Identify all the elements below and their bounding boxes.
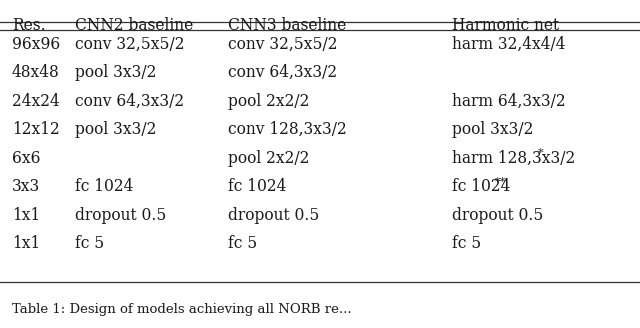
Text: Table 1: Design of models achieving all NORB re...: Table 1: Design of models achieving all … xyxy=(12,303,351,317)
Text: **: ** xyxy=(495,177,506,187)
Text: CNN2 baseline: CNN2 baseline xyxy=(75,17,193,34)
Text: fc 1024: fc 1024 xyxy=(452,178,510,195)
Text: 48x48: 48x48 xyxy=(12,64,60,81)
Text: conv 128,3x3/2: conv 128,3x3/2 xyxy=(228,121,347,138)
Text: pool 3x3/2: pool 3x3/2 xyxy=(452,121,533,138)
Text: Res.: Res. xyxy=(12,17,45,34)
Text: harm 64,3x3/2: harm 64,3x3/2 xyxy=(452,93,566,110)
Text: pool 3x3/2: pool 3x3/2 xyxy=(75,64,156,81)
Text: *: * xyxy=(538,148,543,158)
Text: Harmonic net: Harmonic net xyxy=(452,17,559,34)
Text: 3x3: 3x3 xyxy=(12,178,40,195)
Text: dropout 0.5: dropout 0.5 xyxy=(228,207,319,224)
Text: 12x12: 12x12 xyxy=(12,121,60,138)
Text: conv 64,3x3/2: conv 64,3x3/2 xyxy=(75,93,184,110)
Text: 24x24: 24x24 xyxy=(12,93,60,110)
Text: conv 32,5x5/2: conv 32,5x5/2 xyxy=(75,36,184,53)
Text: fc 5: fc 5 xyxy=(75,235,104,252)
Text: 1x1: 1x1 xyxy=(12,235,40,252)
Text: 1x1: 1x1 xyxy=(12,207,40,224)
Text: fc 5: fc 5 xyxy=(452,235,481,252)
Text: CNN3 baseline: CNN3 baseline xyxy=(228,17,346,34)
Text: pool 2x2/2: pool 2x2/2 xyxy=(228,93,309,110)
Text: harm 32,4x4/4: harm 32,4x4/4 xyxy=(452,36,566,53)
Text: dropout 0.5: dropout 0.5 xyxy=(75,207,166,224)
Text: pool 2x2/2: pool 2x2/2 xyxy=(228,150,309,167)
Text: 96x96: 96x96 xyxy=(12,36,60,53)
Text: fc 5: fc 5 xyxy=(228,235,257,252)
Text: fc 1024: fc 1024 xyxy=(228,178,286,195)
Text: harm 128,3x3/2: harm 128,3x3/2 xyxy=(452,150,575,167)
Text: conv 32,5x5/2: conv 32,5x5/2 xyxy=(228,36,337,53)
Text: pool 3x3/2: pool 3x3/2 xyxy=(75,121,156,138)
Text: fc 1024: fc 1024 xyxy=(75,178,133,195)
Text: dropout 0.5: dropout 0.5 xyxy=(452,207,543,224)
Text: 6x6: 6x6 xyxy=(12,150,40,167)
Text: conv 64,3x3/2: conv 64,3x3/2 xyxy=(228,64,337,81)
